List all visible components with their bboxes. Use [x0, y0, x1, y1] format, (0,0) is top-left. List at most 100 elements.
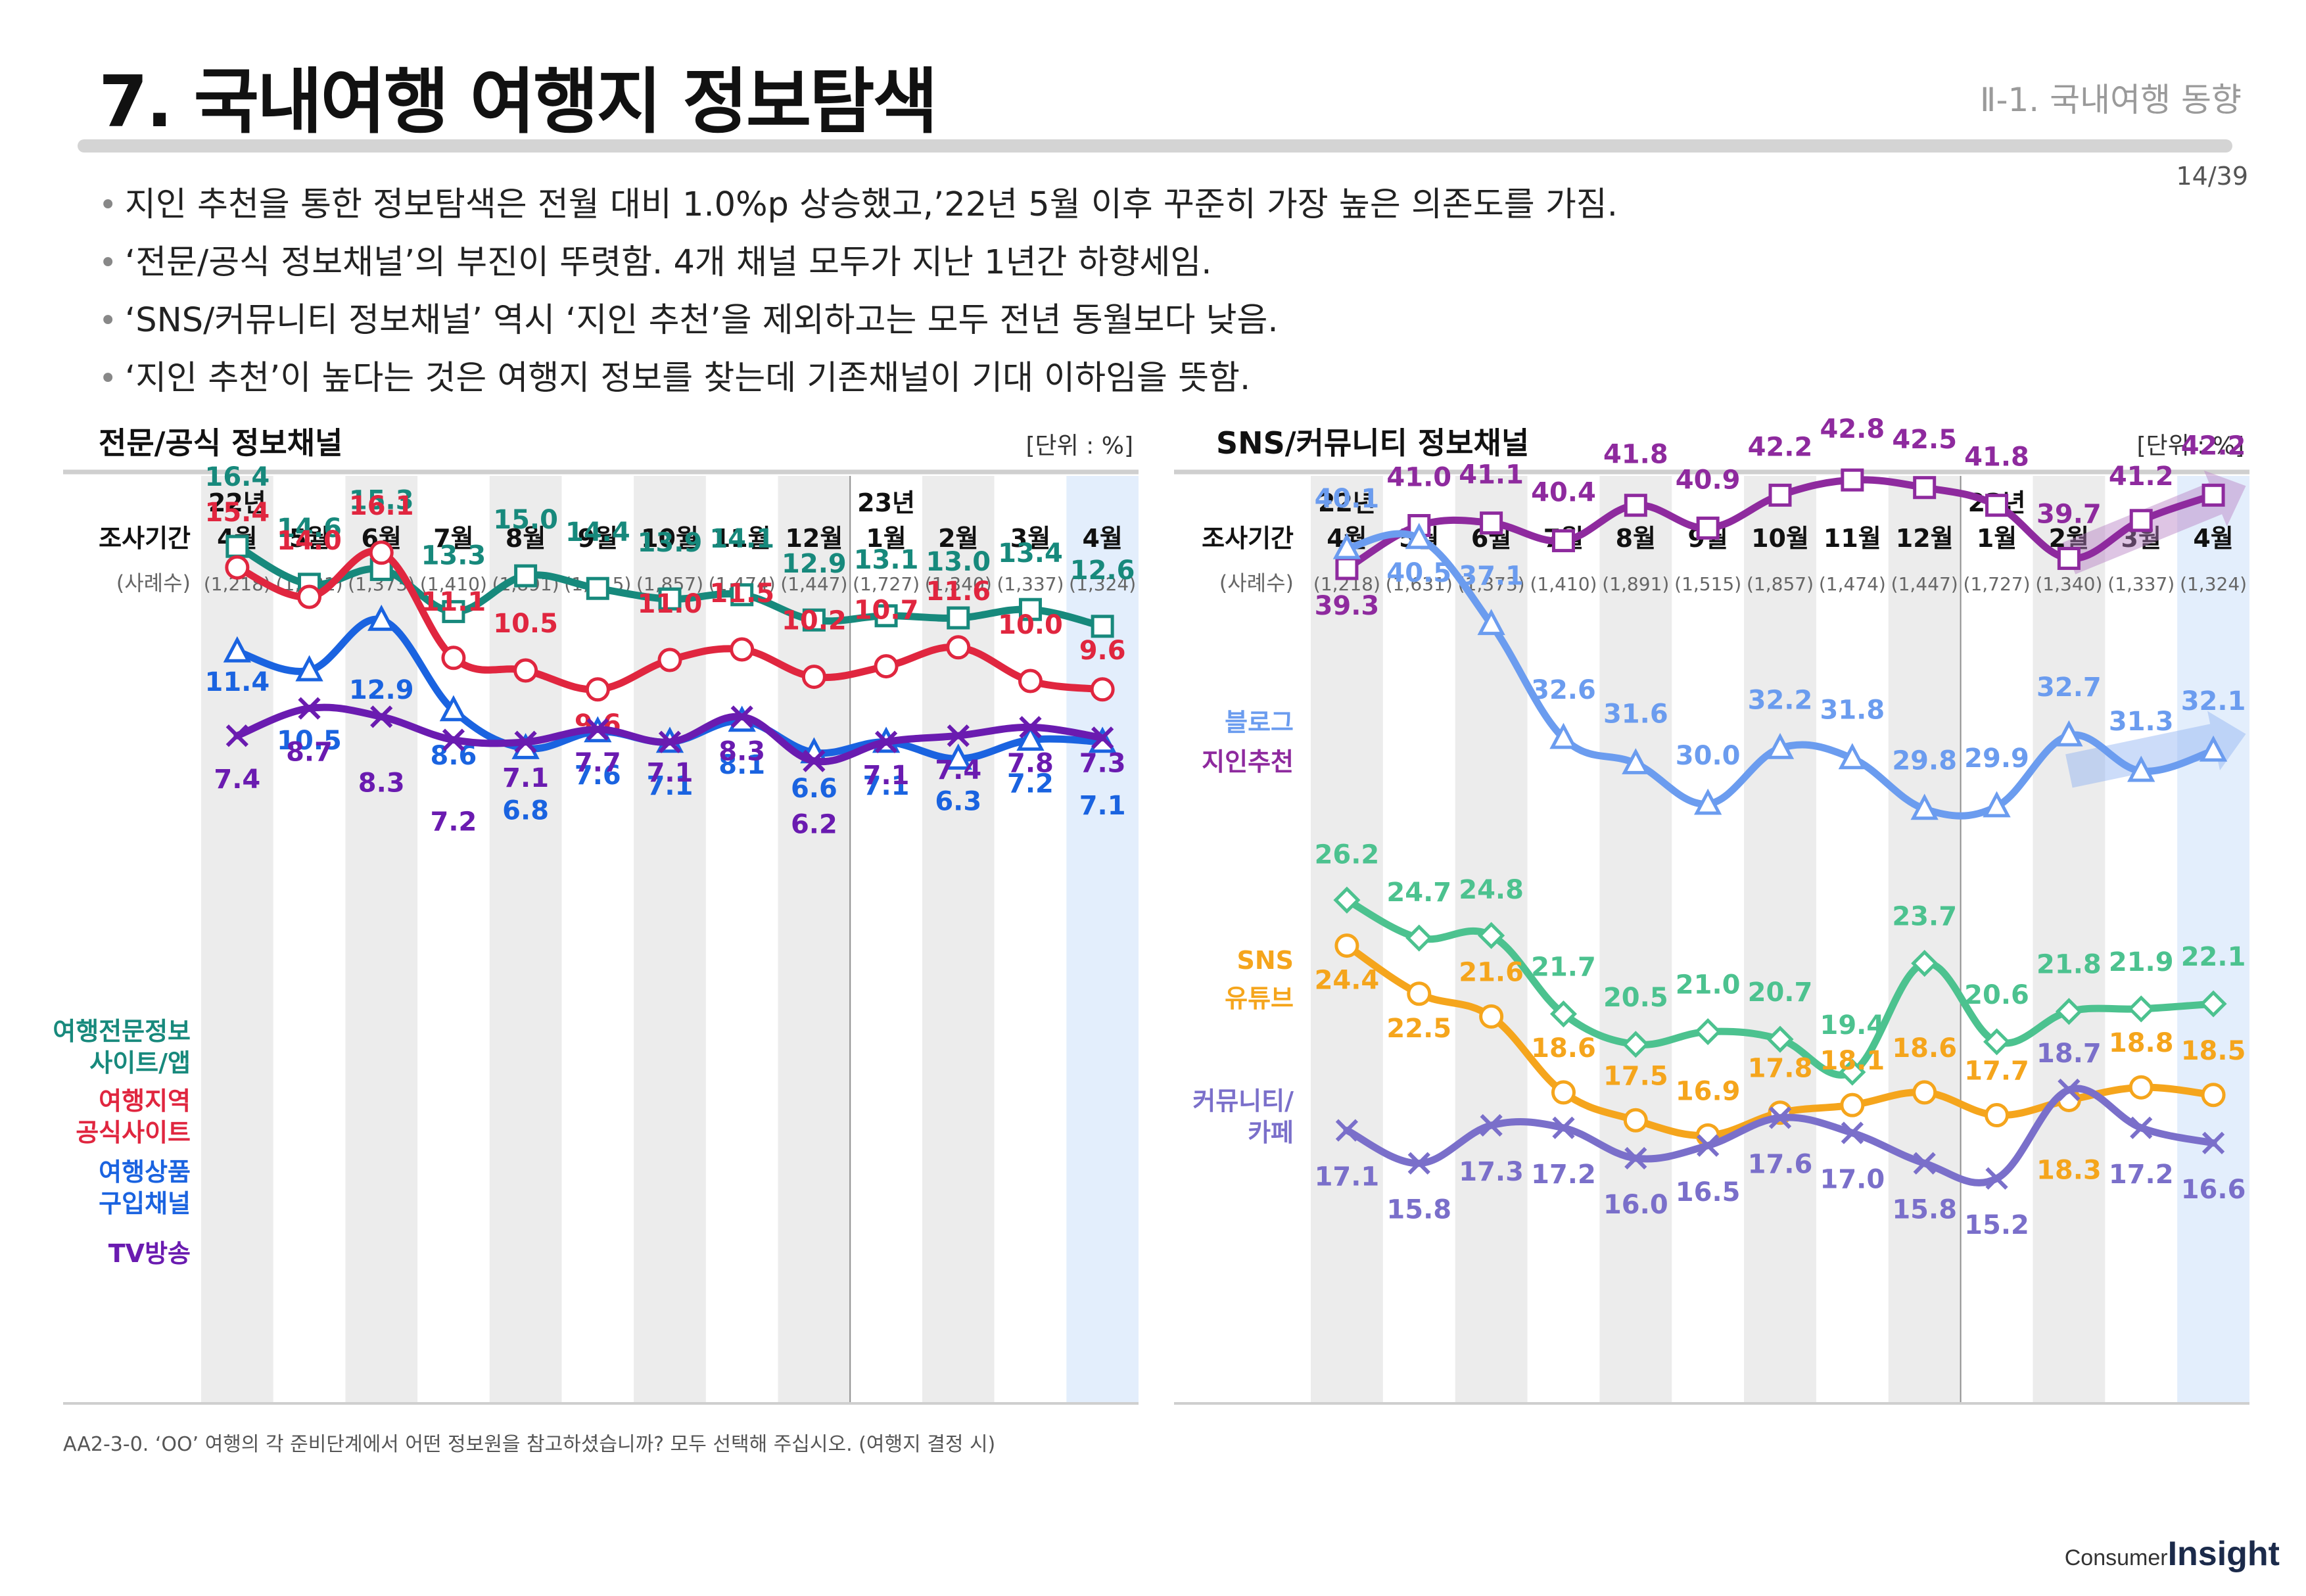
data-value-label: 31.8: [1820, 695, 1885, 726]
month-tick-label: 2월: [938, 524, 978, 553]
data-value-label: 13.1: [854, 545, 919, 575]
data-value-label: 20.5: [1603, 983, 1668, 1013]
data-value-label: 16.6: [2181, 1175, 2246, 1205]
data-point: [513, 658, 538, 683]
data-point: [1840, 1092, 1865, 1117]
sample-size-value: (1,324): [1069, 573, 1136, 595]
data-point: [1018, 598, 1042, 621]
data-value-label: 30.0: [1676, 741, 1741, 771]
series-legend-label: 지인추천: [1202, 747, 1294, 776]
data-value-label: 7.7: [575, 748, 621, 778]
data-value-label: 7.2: [430, 807, 477, 837]
data-value-label: 12.9: [782, 549, 847, 579]
data-point: [295, 655, 323, 682]
section-tag: Ⅱ-1. 국내여행 동향: [1979, 81, 2242, 119]
data-value-label: 7.1: [647, 771, 694, 801]
data-point: [1090, 677, 1115, 702]
logo-consumer: Consumer: [2064, 1545, 2168, 1570]
data-value-label: 20.6: [1964, 980, 2029, 1010]
series-group: [225, 540, 1115, 702]
bullet-text: 지인 추천을 통한 정보탐색은 전월 대비 1.0%p 상승했고,’22년 5월…: [125, 185, 1618, 224]
data-value-label: 21.9: [2109, 947, 2174, 977]
data-point: [367, 604, 396, 631]
data-value-label: 21.8: [2036, 950, 2102, 980]
bullet-dot-icon: •: [99, 187, 118, 223]
data-value-label: 23.7: [1892, 902, 1957, 932]
data-value-label: 14.0: [277, 526, 342, 556]
data-point: [1913, 1152, 1936, 1175]
data-value-label: 7.1: [863, 761, 910, 791]
data-point: [944, 743, 972, 770]
data-point: [225, 534, 249, 558]
data-point: [947, 606, 970, 630]
data-point: [1405, 523, 1433, 550]
data-value-label: 21.7: [1531, 952, 1596, 983]
data-point: [369, 540, 394, 565]
data-point: [947, 724, 970, 747]
data-value-label: 17.0: [1820, 1165, 1885, 1195]
month-tick-label: 4월: [2193, 524, 2233, 553]
column-band: [201, 476, 273, 1403]
data-point: [2055, 720, 2083, 747]
series-legend-label: 구입채널: [99, 1189, 191, 1218]
data-point: [2199, 735, 2228, 762]
data-point: [1841, 1121, 1864, 1144]
data-value-label: 39.3: [1315, 591, 1380, 621]
data-value-label: 18.6: [1892, 1033, 1957, 1064]
data-point: [1913, 476, 1937, 500]
data-point: [1091, 726, 1114, 749]
data-point: [1407, 1152, 1430, 1175]
bullet-item: • ‘SNS/커뮤니티 정보채널’ 역시 ‘지인 추천’을 제외하고는 모두 전년…: [99, 292, 1618, 350]
data-value-label: 7.4: [214, 764, 260, 795]
month-tick-label: 10월: [1751, 524, 1809, 553]
data-value-label: 7.1: [502, 763, 549, 793]
data-value-label: 10.5: [493, 609, 558, 639]
month-tick-label: 1월: [1977, 524, 2017, 553]
data-point: [225, 555, 250, 580]
data-value-label: 11.1: [421, 587, 486, 617]
data-point: [1624, 1146, 1647, 1170]
series-group: [1335, 468, 2225, 580]
bullet-text: ‘전문/공식 정보채널’의 부진이 뚜렷함. 4개 채널 모두가 지난 1년간 …: [125, 243, 1212, 282]
data-point: [1551, 1080, 1576, 1105]
column-band: [922, 476, 995, 1403]
data-value-label: 18.3: [2036, 1155, 2102, 1185]
month-tick-label: 8월: [1616, 524, 1656, 553]
bullet-dot-icon: •: [99, 302, 118, 339]
sample-size-value: (1,515): [1674, 573, 1741, 595]
data-value-label: 8.3: [718, 736, 765, 766]
data-point: [2057, 547, 2081, 571]
summary-bullets: • 지인 추천을 통한 정보탐색은 전월 대비 1.0%p 상승했고,’22년 5…: [99, 176, 1618, 408]
data-point: [1549, 1000, 1577, 1028]
data-point: [1983, 1028, 2011, 1056]
data-point: [1551, 529, 1575, 553]
sample-size-value: (1,337): [997, 573, 1064, 595]
data-point: [586, 718, 609, 741]
data-value-label: 32.2: [1748, 685, 1813, 715]
data-point: [2201, 483, 2225, 507]
bullet-item: • ‘지인 추천’이 높다는 것은 여행지 정보를 찾는데 기존채널이 기대 이하…: [99, 350, 1618, 408]
data-value-label: 10.7: [854, 596, 919, 626]
data-value-label: 18.7: [2036, 1039, 2102, 1069]
data-value-label: 17.5: [1603, 1061, 1668, 1091]
data-value-label: 42.5: [1892, 425, 1957, 455]
data-value-label: 26.2: [1315, 839, 1380, 870]
column-band: [634, 476, 706, 1403]
data-point: [2055, 998, 2082, 1025]
data-point: [1622, 748, 1650, 774]
data-point: [2127, 995, 2155, 1023]
data-value-label: 18.1: [1820, 1046, 1885, 1076]
data-point: [439, 695, 468, 722]
month-tick-label: 12월: [1896, 524, 1954, 553]
data-value-label: 29.9: [1964, 743, 2029, 774]
data-value-label: 17.2: [2109, 1160, 2174, 1190]
data-point: [803, 749, 826, 772]
data-value-label: 31.3: [2109, 707, 2174, 737]
data-point: [1335, 1119, 1359, 1142]
data-point: [223, 636, 252, 663]
data-point: [1477, 609, 1505, 636]
sample-size-value: (1,340): [2035, 573, 2102, 595]
data-point: [2201, 1083, 2226, 1108]
data-value-label: 8.3: [358, 768, 405, 798]
data-point: [1768, 483, 1792, 507]
